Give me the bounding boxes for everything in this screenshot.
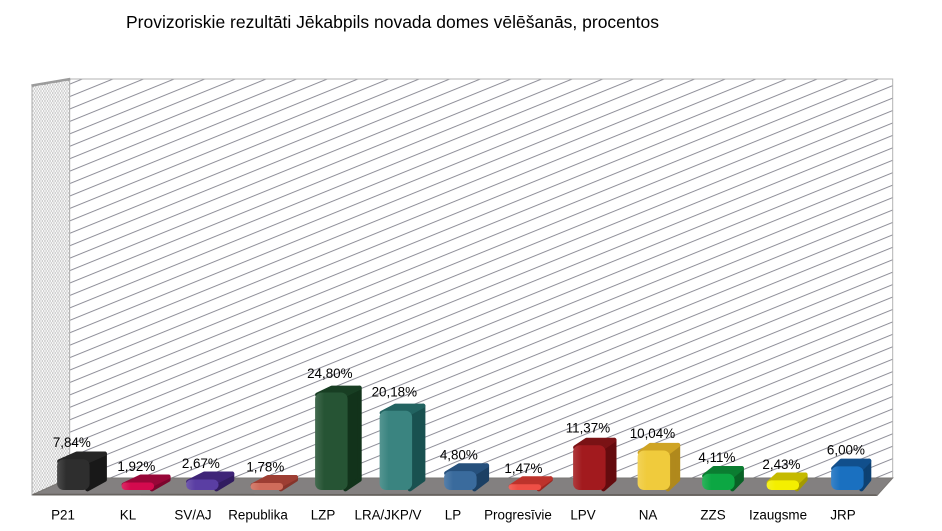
svg-text:11,37%: 11,37%: [566, 421, 611, 436]
svg-text:SV/AJ: SV/AJ: [174, 507, 211, 522]
svg-text:LPV: LPV: [570, 507, 595, 522]
svg-text:2,43%: 2,43%: [762, 457, 800, 472]
svg-text:Izaugsme: Izaugsme: [749, 507, 807, 522]
svg-text:4,11%: 4,11%: [698, 450, 735, 465]
svg-text:1,92%: 1,92%: [117, 459, 155, 474]
svg-text:4,80%: 4,80%: [440, 447, 478, 462]
svg-text:JRP: JRP: [830, 507, 855, 522]
svg-text:6,00%: 6,00%: [827, 443, 865, 458]
svg-text:LRA/JKP/V: LRA/JKP/V: [355, 507, 422, 522]
svg-text:10,04%: 10,04%: [630, 426, 676, 441]
svg-text:NA: NA: [639, 507, 658, 522]
svg-text:ZZS: ZZS: [700, 507, 725, 522]
svg-text:LZP: LZP: [311, 507, 336, 522]
svg-text:Progresīvie: Progresīvie: [484, 507, 552, 522]
svg-text:24,80%: 24,80%: [307, 366, 353, 381]
svg-text:Republika: Republika: [228, 507, 288, 522]
svg-text:1,78%: 1,78%: [246, 460, 284, 475]
svg-text:2,67%: 2,67%: [182, 456, 220, 471]
svg-text:LP: LP: [445, 507, 461, 522]
svg-text:1,47%: 1,47%: [504, 461, 542, 476]
svg-text:P21: P21: [51, 507, 75, 522]
svg-text:7,84%: 7,84%: [53, 435, 91, 450]
svg-text:KL: KL: [120, 507, 136, 522]
svg-text:20,18%: 20,18%: [372, 385, 418, 400]
svg-text:Provizoriskie rezultāti Jēkabp: Provizoriskie rezultāti Jēkabpils novada…: [126, 12, 659, 32]
